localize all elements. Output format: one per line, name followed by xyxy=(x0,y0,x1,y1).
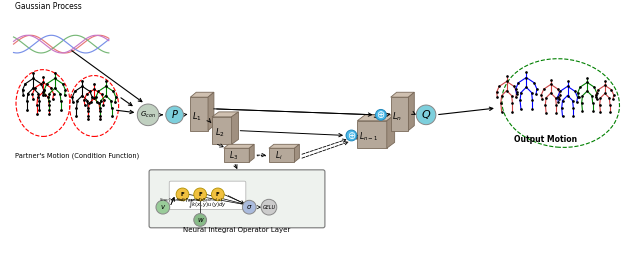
Polygon shape xyxy=(269,144,300,148)
Polygon shape xyxy=(190,92,214,97)
Circle shape xyxy=(156,200,170,214)
Text: Neural Integral Operator Layer: Neural Integral Operator Layer xyxy=(184,227,291,233)
Circle shape xyxy=(416,105,436,125)
Polygon shape xyxy=(357,121,387,148)
Polygon shape xyxy=(357,115,395,121)
Polygon shape xyxy=(269,148,294,162)
Polygon shape xyxy=(294,144,300,162)
Polygon shape xyxy=(212,112,239,117)
Circle shape xyxy=(138,104,159,126)
Text: \frac{\partial}{\partial x}: \frac{\partial}{\partial x} xyxy=(177,198,223,202)
Text: $\int k(x,y)u(y)dy$: $\int k(x,y)u(y)dy$ xyxy=(188,199,227,210)
Text: GELU: GELU xyxy=(262,205,276,210)
Text: P: P xyxy=(172,110,177,120)
Text: Output Motion: Output Motion xyxy=(515,135,577,144)
Polygon shape xyxy=(387,115,395,148)
Circle shape xyxy=(346,130,357,141)
Text: $L_3$: $L_3$ xyxy=(229,150,238,163)
Text: $L_{n-1}$: $L_{n-1}$ xyxy=(359,131,378,143)
Circle shape xyxy=(243,200,256,214)
Polygon shape xyxy=(212,117,232,144)
Text: $\sigma$: $\sigma$ xyxy=(246,203,253,211)
Polygon shape xyxy=(391,92,414,97)
Polygon shape xyxy=(224,148,249,162)
Text: $\oplus$: $\oplus$ xyxy=(376,109,385,120)
Text: Q: Q xyxy=(422,110,431,120)
Polygon shape xyxy=(208,92,214,131)
Circle shape xyxy=(194,188,207,201)
Text: F: F xyxy=(198,192,202,197)
Text: Gaussian Process: Gaussian Process xyxy=(15,2,83,11)
Circle shape xyxy=(211,188,224,201)
Text: $L_i$: $L_i$ xyxy=(275,150,282,163)
Text: $G_{con}$: $G_{con}$ xyxy=(140,110,156,120)
Circle shape xyxy=(166,106,184,124)
Text: $L_2$: $L_2$ xyxy=(214,126,225,139)
Circle shape xyxy=(176,188,189,201)
Polygon shape xyxy=(232,112,239,144)
Text: F: F xyxy=(180,192,184,197)
Polygon shape xyxy=(408,92,414,131)
Circle shape xyxy=(261,199,276,215)
Text: w: w xyxy=(197,217,203,223)
Circle shape xyxy=(194,214,207,226)
Polygon shape xyxy=(391,97,408,131)
Text: $\cdots$: $\cdots$ xyxy=(255,150,267,160)
Text: \frac{\partial}{\partial x}: \frac{\partial}{\partial x} xyxy=(160,198,205,202)
FancyBboxPatch shape xyxy=(149,170,325,228)
Circle shape xyxy=(376,109,387,120)
Text: $L_1$: $L_1$ xyxy=(192,110,202,123)
FancyBboxPatch shape xyxy=(169,181,246,210)
Polygon shape xyxy=(190,97,208,131)
Polygon shape xyxy=(249,144,254,162)
Text: Partner's Motion (Condition Function): Partner's Motion (Condition Function) xyxy=(15,152,140,158)
Text: $\oplus$: $\oplus$ xyxy=(347,130,356,141)
Text: v: v xyxy=(161,204,165,210)
Text: F: F xyxy=(216,192,220,197)
Text: $L_n$: $L_n$ xyxy=(392,110,403,123)
Polygon shape xyxy=(224,144,254,148)
